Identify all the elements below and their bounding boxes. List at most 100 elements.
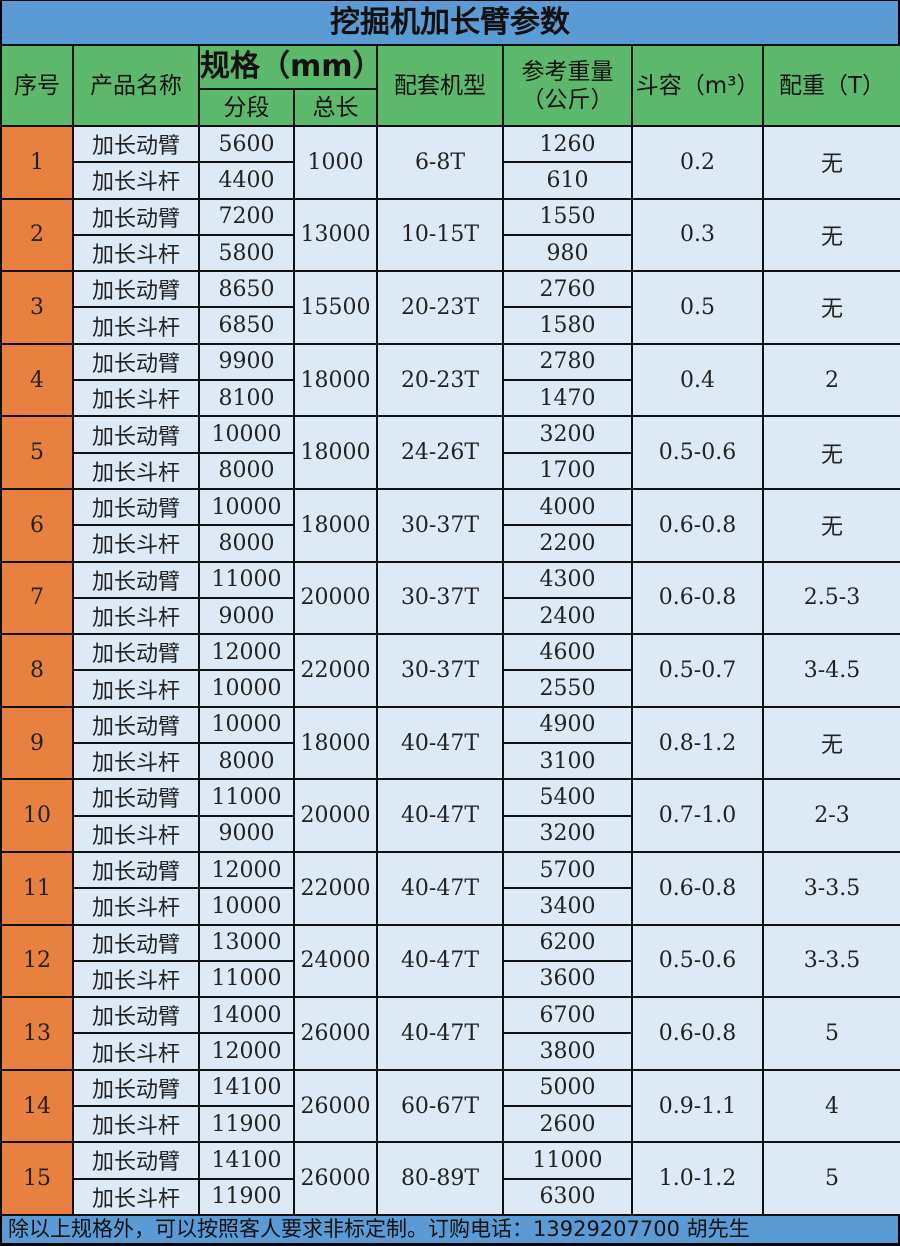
row-index: 5 xyxy=(0,415,74,490)
part-name: 加长斗杆 xyxy=(72,887,200,926)
segment-length: 14100 xyxy=(198,1141,295,1180)
table-row: 加长斗杆 8000 1700 xyxy=(1,451,900,490)
bucket-capacity: 0.9-1.1 xyxy=(631,1068,764,1144)
total-length: 18000 xyxy=(293,342,378,418)
part-name: 加长斗杆 xyxy=(72,596,200,636)
header-segment: 分段 xyxy=(198,88,295,127)
total-length: 26000 xyxy=(293,996,378,1071)
table-row: 1 加长动臂 5600 1000 6-8T 1260 0.2 无 xyxy=(0,124,900,200)
weight: 4900 xyxy=(502,705,633,745)
machine-model: 30-37T xyxy=(376,487,504,563)
weight: 3200 xyxy=(502,415,633,454)
bucket-capacity: 0.6-0.8 xyxy=(631,996,764,1071)
table-row: 11 加长动臂 12000 22000 40-47T 5700 0.6-0.8 3-3.5 xyxy=(0,850,900,926)
part-name: 加长动臂 xyxy=(72,1068,200,1108)
segment-length: 4400 xyxy=(198,161,295,200)
table-row: 加长斗杆 9000 3200 xyxy=(1,814,900,853)
row-index: 9 xyxy=(0,705,74,781)
weight: 6300 xyxy=(502,1177,633,1216)
part-name: 加长斗杆 xyxy=(72,524,200,563)
counterweight: 3-3.5 xyxy=(762,850,900,926)
part-name: 加长动臂 xyxy=(72,197,200,236)
segment-length: 6850 xyxy=(198,306,295,345)
part-name: 加长斗杆 xyxy=(72,1177,200,1216)
table-row: 加长斗杆 6850 1580 xyxy=(1,306,900,345)
weight: 1580 xyxy=(502,306,633,345)
segment-length: 10000 xyxy=(198,487,295,527)
segment-length: 10000 xyxy=(198,415,295,454)
weight: 980 xyxy=(502,233,633,273)
counterweight: 3-4.5 xyxy=(762,633,900,708)
total-length: 18000 xyxy=(293,705,378,781)
weight: 3600 xyxy=(502,959,633,999)
weight: 2400 xyxy=(502,596,633,636)
segment-length: 9000 xyxy=(198,814,295,853)
counterweight: 5 xyxy=(762,1141,900,1216)
counterweight: 无 xyxy=(762,270,900,345)
table-row: 8 加长动臂 12000 22000 30-37T 4600 0.5-0.7 3-4.5 xyxy=(0,633,900,708)
segment-length: 8000 xyxy=(198,742,295,781)
table-row: 加长斗杆 8000 2200 xyxy=(1,524,900,563)
weight: 5400 xyxy=(502,778,633,817)
machine-model: 30-37T xyxy=(376,560,504,636)
table-row: 10 加长动臂 11000 20000 40-47T 5400 0.7-1.0 2-3 xyxy=(0,778,900,853)
total-length: 22000 xyxy=(293,850,378,926)
part-name: 加长动臂 xyxy=(72,342,200,382)
table-row: 加长斗杆 11900 2600 xyxy=(1,1105,900,1144)
table-row: 3 加长动臂 8650 15500 20-23T 2760 0.5 无 xyxy=(0,270,900,345)
weight: 5000 xyxy=(502,1068,633,1108)
part-name: 加长斗杆 xyxy=(72,451,200,490)
table-row: 加长斗杆 8000 3100 xyxy=(1,742,900,781)
part-name: 加长斗杆 xyxy=(72,233,200,273)
segment-length: 8100 xyxy=(198,379,295,418)
row-index: 15 xyxy=(0,1141,74,1216)
header-index: 序号 xyxy=(0,44,74,127)
machine-model: 6-8T xyxy=(376,125,504,200)
bucket-capacity: 0.8-1.2 xyxy=(631,705,764,781)
part-name: 加长动臂 xyxy=(72,487,200,527)
part-name: 加长动臂 xyxy=(72,1141,200,1180)
table-row: 加长斗杆 5800 980 xyxy=(1,233,900,273)
part-name: 加长斗杆 xyxy=(72,1105,200,1144)
part-name: 加长斗杆 xyxy=(72,669,200,708)
machine-model: 60-67T xyxy=(376,1068,504,1144)
weight: 2600 xyxy=(502,1105,633,1144)
header-product: 产品名称 xyxy=(72,44,200,127)
counterweight: 3-3.5 xyxy=(762,923,900,999)
table-row: 加长斗杆 11000 3600 xyxy=(1,959,900,999)
weight: 6700 xyxy=(502,996,633,1035)
bucket-capacity: 0.6-0.8 xyxy=(631,560,764,636)
total-length: 18000 xyxy=(293,487,378,563)
machine-model: 40-47T xyxy=(376,705,504,781)
segment-length: 12000 xyxy=(198,850,295,890)
machine-model: 24-26T xyxy=(376,415,504,490)
bucket-capacity: 0.6-0.8 xyxy=(631,487,764,563)
row-index: 12 xyxy=(0,923,74,999)
segment-length: 9000 xyxy=(198,596,295,636)
part-name: 加长动臂 xyxy=(72,996,200,1035)
row-index: 6 xyxy=(0,487,74,563)
total-length: 1000 xyxy=(293,125,378,200)
counterweight: 4 xyxy=(762,1068,900,1144)
row-index: 1 xyxy=(0,125,74,200)
total-length: 18000 xyxy=(293,415,378,490)
weight: 6200 xyxy=(502,923,633,962)
bucket-capacity: 0.3 xyxy=(631,197,764,273)
segment-length: 14100 xyxy=(198,1068,295,1108)
bucket-capacity: 0.5-0.6 xyxy=(631,415,764,490)
segment-length: 13000 xyxy=(198,923,295,962)
part-name: 加长斗杆 xyxy=(72,379,200,418)
segment-length: 5600 xyxy=(198,124,295,164)
header-model: 配套机型 xyxy=(376,44,504,127)
weight: 4600 xyxy=(502,633,633,672)
table-row: 12 加长动臂 13000 24000 40-47T 6200 0.5-0.6 3-3.5 xyxy=(0,923,900,999)
machine-model: 20-23T xyxy=(376,342,504,418)
counterweight: 2 xyxy=(762,342,900,418)
machine-model: 40-47T xyxy=(376,996,504,1071)
segment-length: 11900 xyxy=(198,1105,295,1144)
weight: 2550 xyxy=(502,669,633,708)
total-length: 26000 xyxy=(293,1068,378,1144)
weight: 2780 xyxy=(502,342,633,382)
machine-model: 10-15T xyxy=(376,197,504,273)
header-bucket: 斗容（m³） xyxy=(631,44,764,127)
